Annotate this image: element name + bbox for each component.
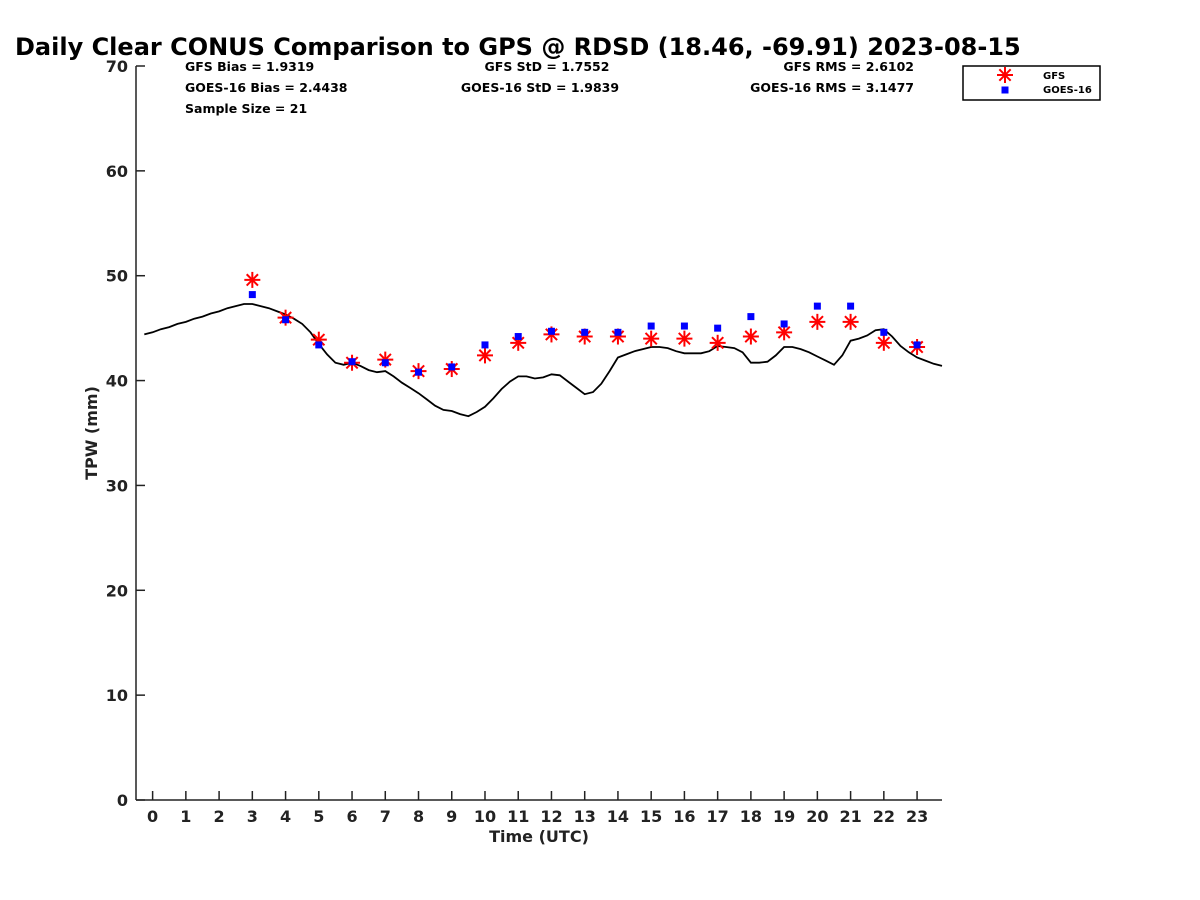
y-tick-label: 40 — [106, 372, 128, 391]
y-tick-label: 30 — [106, 476, 128, 495]
legend-gfs-label: GFS — [1043, 71, 1065, 82]
x-tick-label: 11 — [507, 807, 529, 826]
y-tick-label: 0 — [117, 791, 128, 810]
gfs-std-stat: GFS StD = 1.7552 — [485, 59, 610, 74]
x-tick-label: 0 — [147, 807, 158, 826]
x-tick-label: 1 — [180, 807, 191, 826]
y-tick-label: 10 — [106, 686, 128, 705]
gfs-point — [576, 328, 593, 345]
goes-point — [248, 291, 256, 299]
legend-box — [962, 65, 1101, 101]
gfs-point — [476, 347, 493, 364]
x-tick-label: 23 — [906, 807, 928, 826]
goes-point — [747, 313, 755, 321]
goes-legend-symbol — [1001, 86, 1009, 94]
goes-point — [581, 328, 589, 336]
goes-point — [315, 341, 323, 349]
x-tick-label: 10 — [474, 807, 496, 826]
gfs-point — [244, 271, 261, 288]
goes-point — [680, 322, 688, 330]
x-tick-label: 2 — [214, 807, 225, 826]
goes-point — [381, 359, 389, 367]
x-tick-label: 19 — [773, 807, 795, 826]
sample-size-stat: Sample Size = 21 — [185, 101, 307, 116]
x-tick-label: 21 — [839, 807, 861, 826]
gfs-point — [875, 334, 892, 351]
x-tick-label: 14 — [607, 807, 629, 826]
goes-point — [647, 322, 655, 330]
y-axis-label: TPW (mm) — [82, 386, 101, 480]
y-tick-label: 50 — [106, 267, 128, 286]
x-tick-label: 3 — [247, 807, 258, 826]
x-axis-label: Time (UTC) — [489, 827, 589, 846]
legend-goes-marker — [1001, 86, 1009, 94]
y-tick-label: 20 — [106, 581, 128, 600]
goes-point — [913, 341, 921, 349]
x-tick-label: 17 — [707, 807, 729, 826]
goes-point — [614, 328, 622, 336]
gfs-point — [809, 313, 826, 330]
gfs-point — [643, 330, 660, 347]
legend-gfs-marker — [997, 67, 1013, 83]
goes-point — [780, 320, 788, 328]
goes-point — [481, 341, 489, 349]
goes-point — [415, 368, 423, 376]
goes-rms-stat: GOES-16 RMS = 3.1477 — [750, 80, 914, 95]
goes-point — [514, 333, 522, 341]
x-tick-label: 20 — [806, 807, 828, 826]
gfs-point — [676, 330, 693, 347]
gfs-point — [742, 328, 759, 345]
x-tick-label: 15 — [640, 807, 662, 826]
goes-point — [282, 316, 290, 324]
goes-std-stat: GOES-16 StD = 1.9839 — [461, 80, 619, 95]
x-tick-label: 5 — [313, 807, 324, 826]
goes-point — [847, 302, 855, 310]
x-tick-label: 7 — [380, 807, 391, 826]
legend-goes-label: GOES-16 — [1043, 85, 1092, 96]
gfs-rms-stat: GFS RMS = 2.6102 — [783, 59, 914, 74]
gfs-bias-stat: GFS Bias = 1.9319 — [185, 59, 314, 74]
goes-point — [547, 327, 555, 335]
x-tick-label: 13 — [574, 807, 596, 826]
x-tick-label: 4 — [280, 807, 291, 826]
gfs-point — [709, 334, 726, 351]
x-tick-label: 18 — [740, 807, 762, 826]
gfs-point — [842, 313, 859, 330]
y-tick-label: 60 — [106, 162, 128, 181]
legend: GFS GOES-16 — [962, 65, 1101, 101]
gfs-legend-symbol — [997, 67, 1013, 83]
x-tick-label: 9 — [446, 807, 457, 826]
x-tick-label: 12 — [540, 807, 562, 826]
gps-line — [144, 303, 943, 418]
goes-point — [448, 363, 456, 371]
x-tick-label: 8 — [413, 807, 424, 826]
gfs-point — [609, 328, 626, 345]
goes-point — [880, 328, 888, 336]
x-tick-label: 16 — [673, 807, 695, 826]
y-tick-label: 70 — [106, 57, 128, 76]
plot-series — [144, 271, 943, 418]
goes-point — [348, 358, 356, 366]
x-tick-label: 22 — [873, 807, 895, 826]
goes-bias-stat: GOES-16 Bias = 2.4438 — [185, 80, 347, 95]
x-tick-label: 6 — [346, 807, 357, 826]
goes-point — [813, 302, 821, 310]
goes-point — [714, 324, 722, 332]
chart-title: Daily Clear CONUS Comparison to GPS @ RD… — [15, 33, 1021, 61]
